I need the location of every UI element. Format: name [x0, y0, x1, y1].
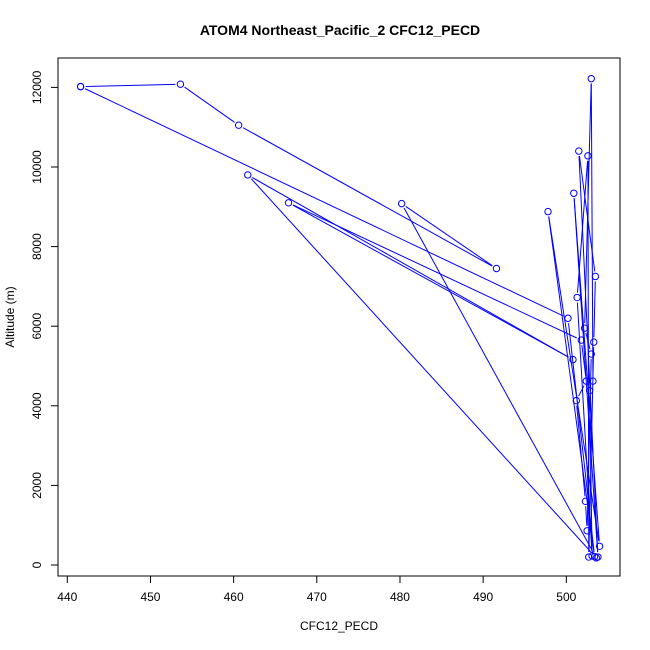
series-layer	[76, 74, 604, 562]
series-segment	[578, 155, 596, 272]
x-tick-label: 480	[390, 590, 410, 604]
y-tick-label: 4000	[30, 392, 44, 419]
y-tick-label: 6000	[30, 313, 44, 340]
series-segment	[403, 207, 595, 554]
data-point	[587, 74, 595, 83]
data-point	[569, 355, 577, 364]
series-segment	[593, 281, 596, 338]
series-segment	[84, 88, 564, 317]
series-segment	[250, 178, 594, 555]
y-tick-label: 12000	[30, 70, 44, 104]
data-point	[575, 147, 583, 155]
data-point	[590, 552, 599, 561]
data-point	[585, 386, 594, 395]
data-point	[584, 152, 592, 160]
plot-frame	[57, 57, 621, 577]
series-segment	[85, 83, 176, 87]
data-point	[577, 336, 585, 344]
data-point	[570, 189, 578, 197]
data-point	[76, 82, 85, 91]
data-point	[492, 264, 501, 273]
data-point	[581, 497, 590, 506]
x-tick-label: 460	[224, 590, 244, 604]
series-segment	[568, 323, 595, 552]
y-tick-label: 0	[30, 561, 44, 568]
data-point	[594, 553, 602, 561]
data-point	[284, 199, 293, 207]
series-segment	[292, 204, 569, 358]
data-point	[176, 80, 185, 88]
series-segment	[242, 127, 493, 267]
series-segment	[573, 198, 600, 542]
data-point	[589, 377, 597, 385]
data-point	[583, 527, 591, 535]
series-segment	[292, 204, 577, 339]
y-tick-label: 2000	[30, 472, 44, 499]
series-segment	[578, 385, 585, 397]
x-axis: 440 450 460 470 480 490 500	[57, 575, 577, 604]
y-axis: 0 2000 4000 6000 8000 10000 12000	[30, 70, 59, 568]
series-segment	[576, 405, 586, 497]
data-point	[572, 396, 581, 405]
series-segment	[405, 206, 493, 267]
data-point	[585, 553, 593, 561]
data-point	[244, 171, 252, 179]
data-point	[573, 293, 581, 302]
y-axis-label: Altitude (m)	[3, 286, 17, 347]
x-tick-label: 440	[57, 590, 77, 604]
y-tick-label: 10000	[30, 150, 44, 184]
series-segment	[251, 176, 569, 358]
data-point	[397, 199, 406, 208]
data-point	[564, 314, 572, 322]
data-point	[590, 338, 598, 346]
series-segment	[548, 216, 595, 552]
x-tick-label: 500	[556, 590, 576, 604]
x-tick-label: 470	[307, 590, 327, 604]
series-segment	[581, 345, 587, 377]
data-point	[595, 542, 604, 550]
series-segment	[548, 216, 600, 542]
x-axis-label: CFC12_PECD	[300, 619, 378, 633]
series-segment	[585, 506, 588, 526]
x-tick-label: 490	[473, 590, 493, 604]
data-point	[587, 350, 595, 358]
y-tick-label: 8000	[30, 233, 44, 260]
data-point	[591, 272, 600, 281]
chart-title: ATOM4 Northeast_Pacific_2 CFC12_PECD	[200, 22, 480, 38]
x-tick-label: 450	[140, 590, 160, 604]
data-point	[234, 121, 243, 129]
series-segment	[184, 86, 235, 123]
data-point	[544, 207, 552, 216]
series-segment	[590, 83, 594, 377]
data-point	[580, 324, 589, 332]
